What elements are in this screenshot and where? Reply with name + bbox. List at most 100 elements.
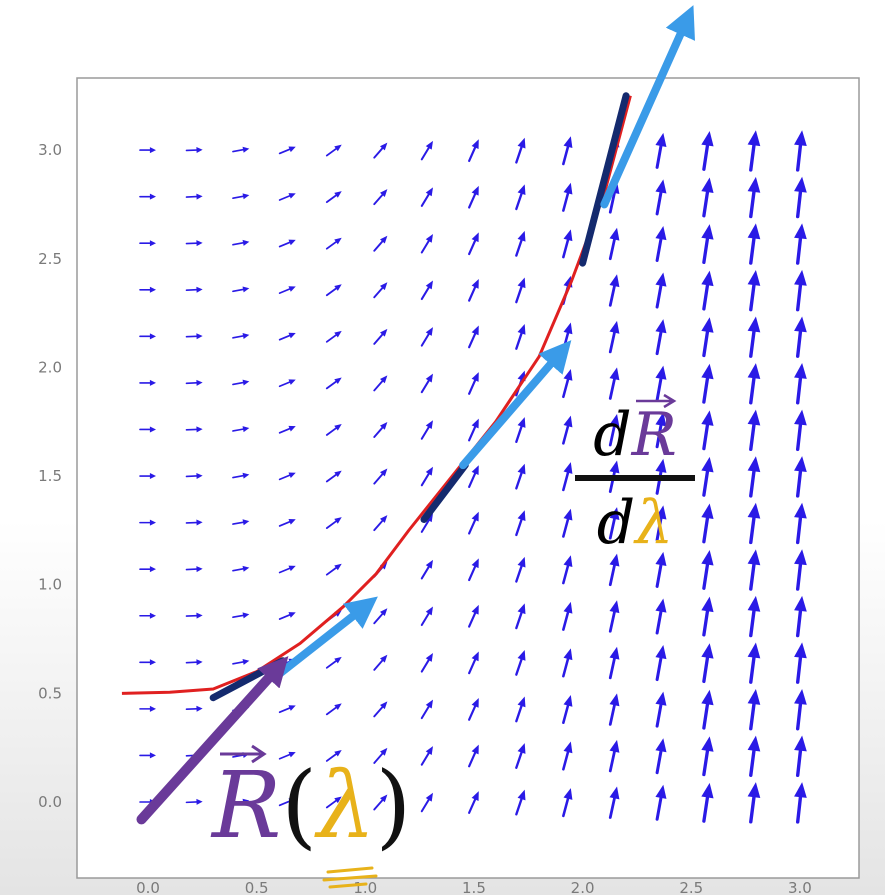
field-arrow-head	[701, 270, 714, 287]
field-arrow	[608, 367, 620, 400]
field-arrow-shaft	[325, 473, 337, 483]
field-arrow-head	[794, 269, 807, 286]
field-arrow	[325, 563, 342, 576]
field-arrow-head	[563, 462, 573, 474]
field-arrow-head	[288, 425, 296, 432]
field-arrow-shaft	[373, 147, 384, 159]
field-arrow-head	[747, 549, 761, 566]
field-arrow	[420, 280, 433, 301]
field-arrow	[515, 277, 526, 304]
field-arrow-head	[196, 333, 203, 340]
field-arrow-shaft	[608, 424, 616, 447]
field-arrow-shaft	[702, 143, 710, 171]
field-arrow-shaft	[795, 609, 803, 638]
field-arrow-head	[471, 465, 479, 475]
field-arrow	[747, 316, 761, 358]
field-arrow-head	[794, 642, 807, 659]
field-arrow	[701, 782, 714, 823]
field-arrow-head	[425, 792, 433, 802]
field-arrow-head	[149, 379, 156, 386]
field-arrow-shaft	[325, 520, 337, 529]
field-arrow-head	[655, 598, 667, 613]
field-arrow-head	[655, 179, 667, 194]
position-r: R	[212, 752, 282, 859]
field-arrow-shaft	[325, 194, 337, 204]
field-arrow-head	[609, 739, 620, 753]
field-arrow	[185, 612, 203, 619]
field-arrow-shaft	[749, 190, 756, 219]
field-arrow	[747, 176, 761, 219]
field-arrow-head	[288, 612, 296, 618]
field-arrow-shaft	[655, 610, 663, 635]
field-arrow-shaft	[608, 191, 616, 214]
field-arrow-shaft	[468, 751, 477, 768]
field-arrow	[608, 227, 620, 261]
y-tick-label: 2.5	[38, 250, 62, 268]
field-arrow-shaft	[232, 614, 244, 619]
field-arrow	[701, 736, 714, 777]
field-arrow-head	[471, 278, 479, 289]
field-arrow-shaft	[562, 797, 570, 818]
field-arrow-head	[425, 140, 433, 150]
field-arrow-head	[149, 659, 156, 666]
field-arrow-head	[334, 517, 342, 524]
vector-field	[139, 130, 807, 824]
field-arrow	[185, 333, 203, 340]
field-arrow-head	[563, 555, 573, 568]
field-arrow-head	[288, 705, 296, 711]
field-arrow-head	[242, 612, 250, 619]
field-arrow-head	[794, 735, 807, 752]
field-arrow	[562, 741, 573, 771]
field-arrow-shaft	[232, 800, 244, 805]
field-arrow-head	[563, 322, 573, 335]
field-arrow-shaft	[702, 516, 710, 544]
curve-layer	[121, 5, 695, 889]
field-arrow-shaft	[278, 334, 291, 341]
field-arrow-head	[242, 658, 250, 665]
field-arrow-head	[196, 705, 203, 712]
field-arrow	[325, 656, 342, 669]
field-arrow	[325, 517, 342, 529]
field-arrow-shaft	[278, 241, 291, 248]
field-arrow-head	[471, 558, 479, 569]
field-arrow-shaft	[515, 192, 523, 211]
y-tick-label: 0.0	[38, 793, 62, 811]
field-arrow-head	[517, 649, 526, 661]
field-arrow	[325, 424, 342, 436]
field-arrow-shaft	[278, 707, 291, 714]
field-arrow	[747, 456, 761, 498]
field-arrow	[278, 379, 296, 388]
field-arrow-head	[701, 317, 714, 333]
field-arrow-head	[794, 549, 807, 566]
field-arrow-shaft	[420, 286, 430, 301]
position-vector	[136, 656, 289, 825]
field-arrow-shaft	[702, 423, 710, 451]
field-arrow-shaft	[420, 379, 430, 394]
field-arrow-head	[471, 232, 479, 243]
field-arrow-shaft	[655, 703, 663, 728]
field-arrow-shaft	[373, 799, 384, 811]
field-arrow-head	[334, 703, 342, 710]
field-arrow-shaft	[608, 703, 616, 726]
field-arrow	[278, 425, 296, 434]
field-arrow-shaft	[702, 749, 710, 777]
field-arrow-shaft	[749, 795, 756, 824]
field-arrow-shaft	[468, 239, 477, 256]
field-arrow-head	[747, 502, 761, 519]
field-arrow	[373, 142, 388, 159]
field-arrow	[468, 558, 479, 582]
field-arrow-head	[379, 654, 388, 663]
field-arrow	[701, 550, 714, 590]
field-arrow-head	[609, 274, 620, 288]
field-arrow-head	[149, 566, 156, 573]
field-arrow	[701, 456, 714, 497]
field-arrow	[515, 743, 526, 769]
field-arrow-head	[701, 456, 714, 473]
field-arrow-head	[701, 503, 714, 519]
field-arrow	[794, 316, 807, 358]
field-arrow-head	[609, 786, 620, 800]
field-arrow-head	[288, 286, 296, 292]
field-arrow-head	[701, 177, 714, 194]
